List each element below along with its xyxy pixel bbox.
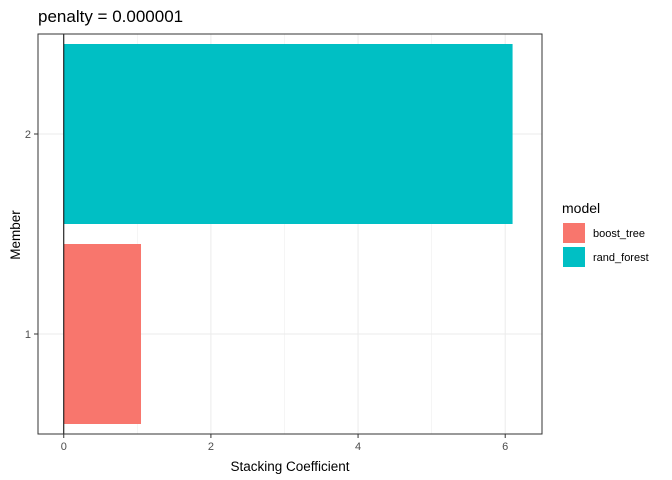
y-tick-label: 1	[25, 329, 31, 341]
y-axis-title: Member	[8, 210, 23, 260]
legend-title: model	[562, 200, 600, 216]
x-tick-label: 0	[61, 441, 67, 453]
legend-label-boost-tree: boost_tree	[593, 228, 645, 240]
x-axis-ticks: 0 2 4 6	[61, 434, 508, 453]
legend-label-rand-forest: rand_forest	[593, 252, 649, 264]
legend-key-boost-tree	[563, 223, 585, 243]
y-tick-label: 2	[25, 129, 31, 141]
y-axis-ticks: 12	[25, 129, 38, 341]
chart-title: penalty = 0.000001	[38, 7, 183, 26]
x-tick-label: 4	[355, 441, 361, 453]
bars	[63, 44, 513, 424]
panel-border	[37, 33, 543, 435]
bar-member-1	[63, 244, 142, 424]
legend-key-rand-forest	[563, 247, 585, 267]
bar-member-2	[63, 44, 513, 224]
legend: model boost_tree rand_forest	[562, 200, 649, 267]
x-axis-title: Stacking Coefficient	[230, 459, 349, 474]
x-tick-label: 6	[502, 441, 508, 453]
x-tick-label: 2	[208, 441, 214, 453]
